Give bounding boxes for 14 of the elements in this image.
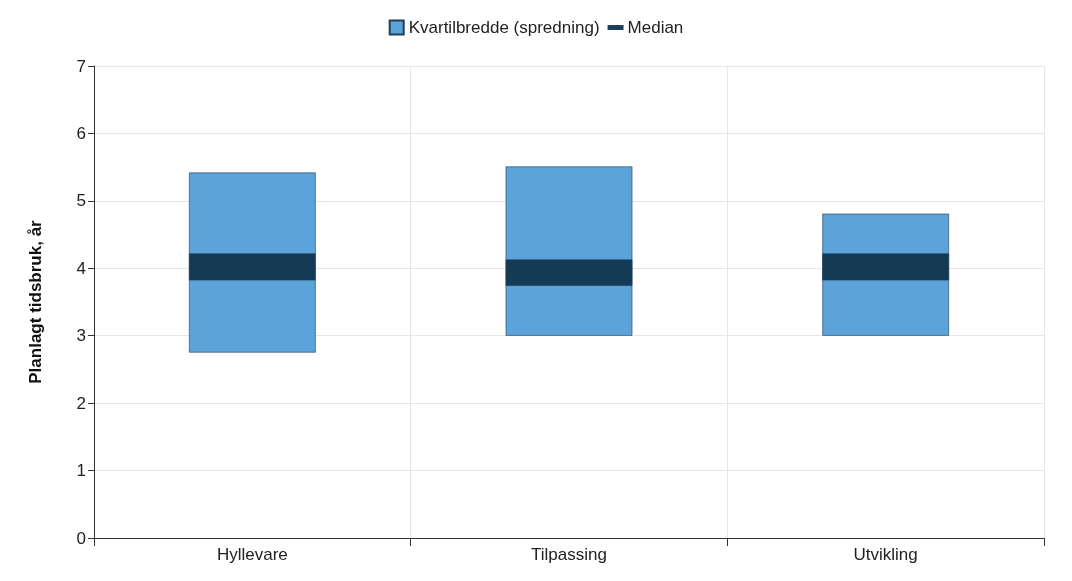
- y-tick-label: 5: [76, 191, 86, 211]
- y-axis-title: Planlagt tidsbruk, år: [26, 219, 45, 384]
- y-tick-label: 7: [76, 56, 86, 76]
- y-tick-label: 1: [76, 461, 86, 481]
- legend-label: Median: [627, 18, 684, 37]
- y-tick-label: 2: [76, 393, 86, 413]
- y-tick-label: 4: [76, 258, 86, 278]
- legend-label: Kvartilbredde (spredning): [408, 18, 600, 37]
- y-tick-label: 6: [76, 123, 86, 143]
- x-tick-label: Hyllevare: [216, 545, 288, 564]
- x-tick-label: Tilpassing: [531, 545, 607, 564]
- y-tick-label: 0: [76, 528, 86, 548]
- y-tick-label: 3: [76, 326, 86, 346]
- x-tick-label: Utvikling: [853, 545, 918, 564]
